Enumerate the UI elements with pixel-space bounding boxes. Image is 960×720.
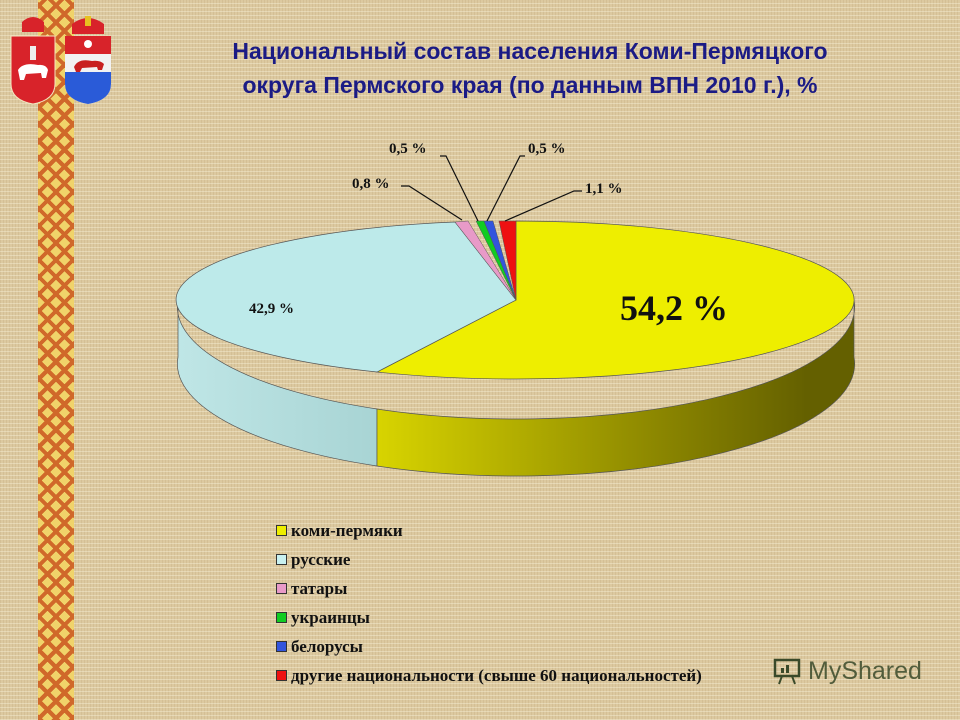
legend-item-belarusians: белорусы bbox=[276, 632, 702, 661]
chart-legend: коми-пермяки русские татары украинцы бел… bbox=[276, 516, 702, 690]
swatch-blue-icon bbox=[276, 641, 287, 652]
legend-item-tatars: татары bbox=[276, 574, 702, 603]
legend-item-russians: русские bbox=[276, 545, 702, 574]
swatch-lightblue-icon bbox=[276, 554, 287, 565]
slice-belarusians[interactable] bbox=[483, 220, 517, 301]
swatch-red-icon bbox=[276, 670, 287, 681]
komi-side bbox=[376, 299, 855, 477]
title-line-2: округа Пермского края (по данным ВПН 201… bbox=[242, 72, 818, 98]
label-belarusians: 0,5 % bbox=[528, 141, 566, 157]
watermark-text: MyShared bbox=[808, 656, 922, 685]
slice-komi-permyaks[interactable] bbox=[375, 220, 855, 380]
komi-permyak-crest-icon bbox=[65, 16, 111, 104]
page-title: Национальный состав населения Коми-Пермя… bbox=[140, 34, 920, 102]
legend-item-ukrainians: украинцы bbox=[276, 603, 702, 632]
label-ukrainians: 0,5 % bbox=[389, 141, 427, 157]
label-others: 1,1 % bbox=[585, 181, 623, 197]
legend-item-others: другие национальности (свыше 60 национал… bbox=[276, 661, 702, 690]
title-line-1: Национальный состав населения Коми-Пермя… bbox=[232, 38, 828, 64]
slice-russians[interactable] bbox=[175, 221, 517, 373]
pie-chart: 54,2 % 42,9 % 0,8 % 0,5 % 0,5 % 1,1 % bbox=[175, 141, 855, 477]
ornament-strip bbox=[38, 0, 74, 720]
swatch-yellow-icon bbox=[276, 525, 287, 536]
slice-tatars[interactable] bbox=[454, 220, 517, 301]
legend-item-komi: коми-пермяки bbox=[276, 516, 702, 545]
label-russians: 42,9 % bbox=[249, 301, 294, 317]
perm-krai-crest-icon bbox=[10, 17, 56, 105]
presentation-board-icon bbox=[773, 658, 801, 685]
slice-others[interactable] bbox=[498, 220, 517, 301]
swatch-pink-icon bbox=[276, 583, 287, 594]
label-komi: 54,2 % bbox=[620, 288, 728, 328]
swatch-green-icon bbox=[276, 612, 287, 623]
watermark: MyShared bbox=[772, 656, 922, 686]
label-tatars: 0,8 % bbox=[352, 176, 390, 192]
